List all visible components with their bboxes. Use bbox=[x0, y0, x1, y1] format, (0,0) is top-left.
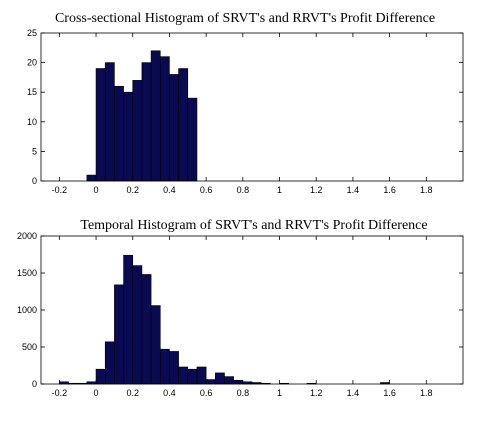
x-tick-label: 0.6 bbox=[200, 388, 213, 398]
histogram-bar bbox=[215, 372, 225, 385]
histogram-bar bbox=[132, 80, 143, 182]
x-tick-label: 1.8 bbox=[420, 185, 433, 195]
histogram-bar bbox=[141, 62, 152, 182]
histogram-bar bbox=[196, 366, 207, 385]
x-tick-label: 1.2 bbox=[310, 388, 323, 398]
histogram-bar bbox=[169, 74, 179, 182]
x-tick-label: -0.2 bbox=[52, 388, 68, 398]
chart-bottom: Temporal Histogram of SRVT's and RRVT's … bbox=[17, 218, 464, 398]
y-tick-label: 500 bbox=[22, 342, 37, 352]
plot-frame bbox=[40, 32, 464, 182]
x-tick-label: 1.6 bbox=[383, 185, 396, 195]
x-tick-label: 0 bbox=[94, 185, 99, 195]
y-tick-label: 10 bbox=[27, 117, 37, 127]
histogram-bar bbox=[178, 68, 189, 182]
histogram-bar bbox=[159, 56, 170, 182]
y-tick-label: 0 bbox=[32, 176, 37, 186]
histogram-bar bbox=[150, 50, 161, 182]
x-tick-label: -0.2 bbox=[52, 185, 68, 195]
histogram-bar bbox=[114, 284, 124, 385]
histogram-bar bbox=[123, 91, 134, 182]
x-tick-label: 1.4 bbox=[347, 185, 360, 195]
histogram-bar bbox=[233, 379, 244, 385]
y-tick-label: 20 bbox=[27, 58, 37, 68]
x-tick-label: 1.4 bbox=[347, 388, 360, 398]
histogram-bar bbox=[141, 274, 152, 385]
histogram-bar bbox=[205, 379, 216, 385]
histogram-bar bbox=[95, 368, 106, 385]
histogram-bar bbox=[104, 62, 115, 182]
x-tick-label: 0.4 bbox=[163, 185, 176, 195]
x-tick-label: 0.2 bbox=[126, 388, 139, 398]
x-tick-label: 1 bbox=[277, 388, 282, 398]
x-tick-label: 1.6 bbox=[383, 388, 396, 398]
x-tick-label: 0.2 bbox=[126, 185, 139, 195]
x-tick-label: 0.4 bbox=[163, 388, 176, 398]
y-tick-label: 0 bbox=[32, 379, 37, 389]
histogram-bar bbox=[187, 368, 198, 385]
bars-group bbox=[86, 50, 198, 182]
chart-top: Cross-sectional Histogram of SRVT's and … bbox=[27, 11, 464, 195]
y-tick-label: 2000 bbox=[17, 231, 37, 241]
y-tick-label: 5 bbox=[32, 146, 37, 156]
y-tick-label: 1000 bbox=[17, 305, 37, 315]
histogram-bar bbox=[123, 254, 134, 385]
histogram-bar bbox=[169, 351, 179, 385]
x-tick-label: 0 bbox=[94, 388, 99, 398]
ticks-group: -0.2 0 0.2 0.4 0.6 0.8 1 1.2 1.4 1.6 1.8 0 5 10 15 20 25 bbox=[27, 28, 463, 195]
chart-title: Cross-sectional Histogram of SRVT's and … bbox=[55, 11, 435, 26]
histogram-bar bbox=[114, 85, 124, 182]
histogram-bar bbox=[86, 174, 97, 182]
histogram-bar bbox=[224, 376, 234, 385]
y-tick-label: 15 bbox=[27, 87, 37, 97]
x-tick-label: 0.8 bbox=[237, 388, 250, 398]
bars-group bbox=[59, 254, 390, 385]
y-tick-label: 1500 bbox=[17, 268, 37, 278]
x-tick-label: 1 bbox=[277, 185, 282, 195]
x-tick-label: 0.6 bbox=[200, 185, 213, 195]
plot-frame bbox=[40, 235, 464, 385]
histogram-bar bbox=[104, 341, 115, 385]
histogram-bar bbox=[132, 265, 143, 385]
histogram-bar bbox=[159, 348, 170, 385]
histogram-bar bbox=[150, 305, 161, 385]
x-tick-label: 1.8 bbox=[420, 388, 433, 398]
x-tick-label: 0.8 bbox=[237, 185, 250, 195]
y-tick-label: 25 bbox=[27, 28, 37, 38]
chart-title: Temporal Histogram of SRVT's and RRVT's … bbox=[80, 218, 427, 233]
histogram-bar bbox=[178, 366, 189, 385]
histogram-bar bbox=[187, 97, 198, 182]
histogram-bar bbox=[95, 68, 106, 182]
x-tick-label: 1.2 bbox=[310, 185, 323, 195]
ticks-group: -0.2 0 0.2 0.4 0.6 0.8 1 1.2 1.4 1.6 1.8 0 500 1000 15… bbox=[17, 231, 463, 398]
